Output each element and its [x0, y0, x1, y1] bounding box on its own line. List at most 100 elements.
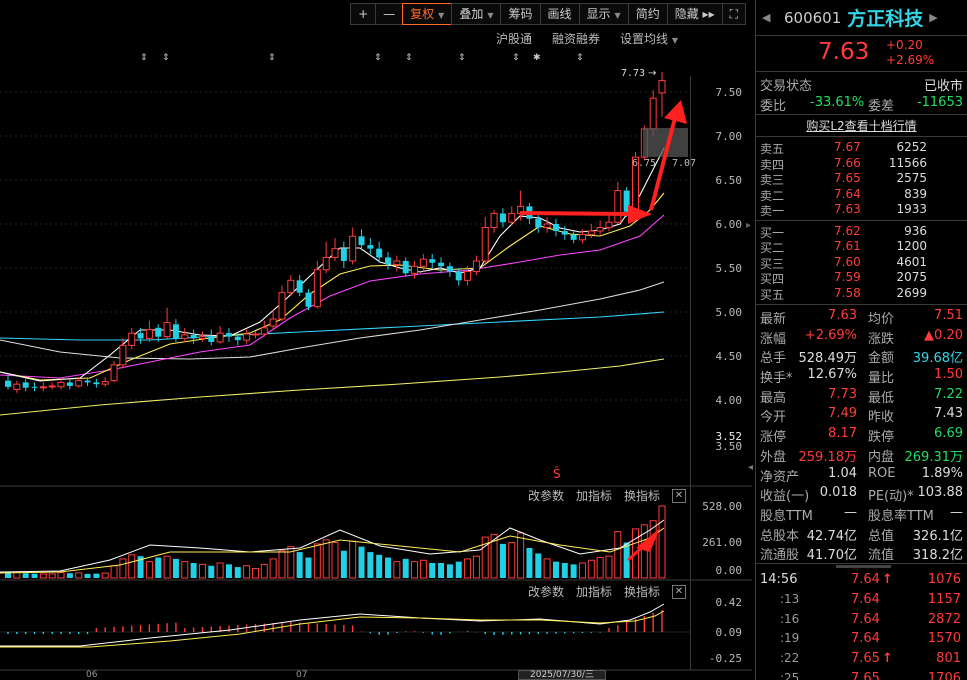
huaxian-button[interactable]: 画线	[539, 3, 580, 25]
next-stock-icon[interactable]: ▶	[929, 11, 938, 24]
candle-body[interactable]	[446, 266, 453, 272]
candle-body[interactable]	[614, 190, 622, 223]
collapse-panel-icon[interactable]: ◂	[748, 462, 754, 473]
candle-body[interactable]	[623, 190, 630, 212]
candle-body[interactable]	[13, 383, 21, 390]
event-marker-icon[interactable]: ⇕	[512, 53, 520, 63]
candle-body[interactable]	[472, 260, 480, 273]
candle-body[interactable]	[75, 380, 83, 387]
candle-body[interactable]	[411, 265, 419, 274]
candle-body[interactable]	[313, 269, 321, 308]
candle-body[interactable]	[438, 262, 445, 267]
candle-body[interactable]	[561, 231, 568, 235]
candle-body[interactable]	[84, 380, 91, 383]
candle-body[interactable]	[119, 344, 127, 366]
candle-body[interactable]	[322, 256, 330, 271]
scroll-thumb[interactable]	[836, 564, 891, 568]
set-ma-button[interactable]: 设置均线 ▼	[620, 30, 678, 47]
candle-body[interactable]	[402, 260, 409, 274]
candle-body[interactable]	[481, 227, 489, 262]
candle-body[interactable]	[649, 97, 657, 130]
candle-body[interactable]	[198, 336, 206, 339]
candle-body[interactable]	[163, 322, 171, 338]
candle-body[interactable]	[5, 380, 11, 387]
candle-body[interactable]	[552, 224, 559, 232]
candle-body[interactable]	[137, 333, 144, 339]
candle-body[interactable]	[296, 280, 303, 293]
candle-body[interactable]	[172, 324, 179, 339]
tick-scrollbar[interactable]	[756, 564, 967, 570]
candle-body[interactable]	[658, 80, 666, 94]
candle-body[interactable]	[287, 279, 295, 294]
vol-params-button[interactable]: 改参数	[527, 489, 564, 503]
candle-body[interactable]	[145, 329, 153, 339]
candle-body[interactable]	[234, 336, 241, 341]
candle-body[interactable]	[331, 248, 339, 258]
candle-body[interactable]	[385, 257, 392, 265]
candle-body[interactable]	[508, 212, 516, 223]
close-icon[interactable]: ✕	[672, 584, 686, 599]
macd-params-button[interactable]: 改参数	[527, 585, 564, 599]
candle-body[interactable]	[490, 212, 498, 229]
candle-body[interactable]	[543, 223, 551, 229]
candle-body[interactable]	[429, 259, 436, 263]
candle-body[interactable]	[464, 271, 472, 281]
jianyue-button[interactable]: 简约	[627, 3, 668, 25]
hugutong-toggle[interactable]: 沪股通	[496, 32, 533, 46]
event-marker-icon[interactable]: ⇕	[576, 53, 584, 63]
event-marker-icon[interactable]: ⇕	[374, 53, 382, 63]
buy-l2-link[interactable]: 购买L2查看十档行情	[756, 115, 967, 137]
candle-body[interactable]	[587, 230, 595, 236]
candle-body[interactable]	[39, 386, 47, 389]
candle-body[interactable]	[535, 218, 542, 228]
dividend-icon[interactable]: Ŝ	[553, 466, 561, 481]
candle-body[interactable]	[393, 260, 401, 265]
candle-body[interactable]	[358, 236, 365, 246]
fullscreen-button[interactable]: ⛶	[721, 3, 746, 25]
candle-body[interactable]	[31, 386, 38, 388]
chart-canvas[interactable]: ⇕ ⇕ ⇕ ⇕ ⇕ ⇕ ⇕ ✱ ⇕ 7.73 → 6.75 7.07 Ŝ	[0, 0, 752, 680]
candle-body[interactable]	[93, 382, 100, 385]
macd-add-indicator-button[interactable]: 加指标	[575, 585, 612, 599]
candle-body[interactable]	[22, 382, 29, 388]
event-marker-icon[interactable]: ✱	[533, 53, 541, 63]
prev-stock-icon[interactable]: ◀	[762, 11, 771, 24]
candle-body[interactable]	[225, 333, 232, 337]
event-marker-icon[interactable]: ⇕	[458, 53, 466, 63]
candle-body[interactable]	[578, 234, 586, 241]
vol-add-indicator-button[interactable]: 加指标	[575, 489, 612, 503]
candle-body[interactable]	[57, 381, 65, 388]
event-marker-icon[interactable]: ⇕	[140, 53, 148, 63]
candle-body[interactable]	[305, 292, 312, 307]
kline-chart-area[interactable]: + — 复权 ▼ 叠加 ▼ 筹码 画线 显示 ▼ 简约 隐藏 ▸▸ ⛶ 沪股通 融资融…	[0, 0, 753, 680]
candle-body[interactable]	[66, 382, 73, 386]
candle-body[interactable]	[216, 332, 224, 343]
candle-body[interactable]	[190, 334, 197, 339]
candle-body[interactable]	[260, 327, 268, 335]
macd-switch-indicator-button[interactable]: 换指标	[623, 585, 660, 599]
rongzi-toggle[interactable]: 融资融券	[552, 32, 601, 46]
yincang-button[interactable]: 隐藏 ▸▸	[666, 3, 723, 25]
candle-body[interactable]	[570, 234, 577, 240]
candle-body[interactable]	[596, 227, 604, 232]
candle-body[interactable]	[349, 235, 357, 262]
candle-body[interactable]	[376, 248, 383, 258]
candle-body[interactable]	[367, 245, 374, 249]
event-marker-icon[interactable]: ⇕	[162, 53, 170, 63]
candle-body[interactable]	[419, 258, 427, 267]
vol-switch-indicator-button[interactable]: 换指标	[623, 489, 660, 503]
candle-body[interactable]	[340, 248, 347, 261]
candle-body[interactable]	[181, 334, 189, 339]
candle-body[interactable]	[251, 333, 259, 336]
candle-body[interactable]	[269, 318, 277, 327]
close-icon[interactable]: ✕	[672, 488, 686, 503]
candle-body[interactable]	[278, 292, 286, 320]
candle-body[interactable]	[101, 381, 109, 385]
scroll-right-icon[interactable]: ▸	[746, 220, 752, 231]
candle-body[interactable]	[208, 336, 215, 342]
diejia-dropdown[interactable]: 叠加 ▼	[451, 3, 502, 25]
candle-body[interactable]	[499, 213, 506, 223]
candle-body[interactable]	[455, 271, 462, 281]
event-marker-icon[interactable]: ⇕	[268, 53, 276, 63]
candle-body[interactable]	[48, 385, 56, 388]
